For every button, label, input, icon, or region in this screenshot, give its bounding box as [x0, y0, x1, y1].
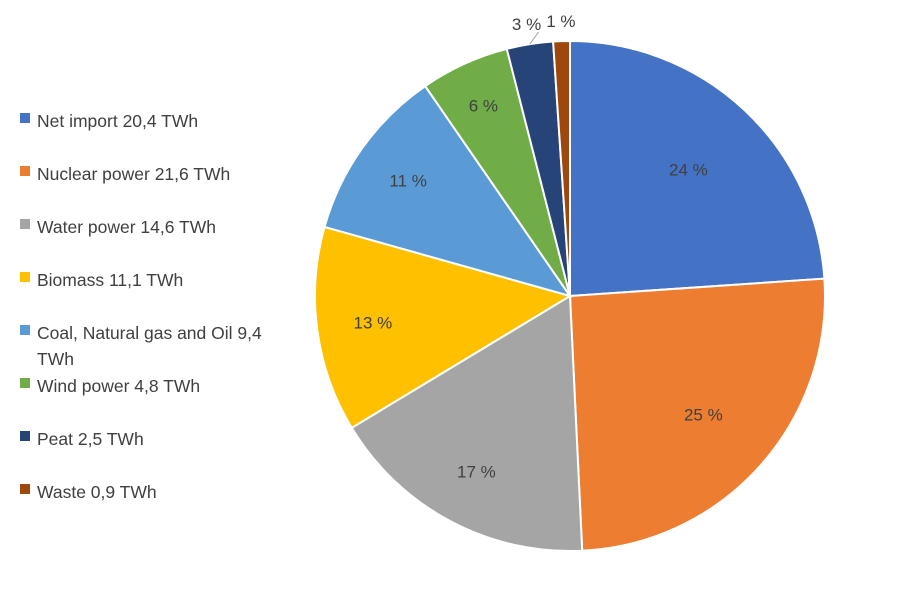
legend-swatch: [20, 484, 30, 494]
legend-swatch: [20, 431, 30, 441]
legend-item-nuclear-power-21-6-twh: Nuclear power 21,6 TWh: [20, 161, 277, 187]
legend-label: Waste 0,9 TWh: [37, 482, 157, 502]
legend-swatch: [20, 325, 30, 335]
legend-swatch: [20, 272, 30, 282]
legend-item-biomass-11-1-twh: Biomass 11,1 TWh: [20, 267, 277, 293]
data-label-coal-natural-gas-and-oil-9-4-twh: 11 %: [389, 171, 427, 190]
legend-swatch: [20, 219, 30, 229]
data-label-biomass-11-1-twh: 13 %: [354, 314, 393, 333]
legend-label: Water power 14,6 TWh: [37, 217, 216, 237]
legend-label: Coal, Natural gas and Oil 9,4 TWh: [37, 323, 262, 369]
data-label-water-power-14-6-twh: 17 %: [457, 463, 496, 482]
legend-label: Wind power 4,8 TWh: [37, 376, 201, 396]
legend-item-water-power-14-6-twh: Water power 14,6 TWh: [20, 214, 277, 240]
legend-item-coal-natural-gas-and-oil-9-4-twh: Coal, Natural gas and Oil 9,4 TWh: [20, 320, 277, 372]
legend-swatch: [20, 166, 30, 176]
legend-label: Biomass 11,1 TWh: [37, 270, 184, 290]
legend-label: Peat 2,5 TWh: [37, 429, 144, 449]
pie-slices: [314, 39, 826, 552]
data-label-nuclear-power-21-6-twh: 25 %: [684, 406, 723, 425]
legend-item-waste-0-9-twh: Waste 0,9 TWh: [20, 479, 277, 505]
pie-slice-coal-natural-gas-and-oil-9-4-twh: [323, 84, 573, 298]
data-label-peat-2-5-twh: 3 %: [512, 15, 541, 34]
legend-label: Nuclear power 21,6 TWh: [37, 164, 231, 184]
legend-item-peat-2-5-twh: Peat 2,5 TWh: [20, 426, 277, 452]
pie-slice-biomass-11-1-twh: [314, 225, 573, 430]
legend-swatch: [20, 113, 30, 123]
legend-swatch: [20, 378, 30, 388]
leader-line-peat-2-5-twh: [529, 31, 539, 45]
legend-label: Net import 20,4 TWh: [37, 111, 199, 131]
data-label-net-import-20-4-twh: 24 %: [669, 160, 708, 179]
data-label-waste-0-9-twh: 1 %: [546, 12, 575, 31]
pie-slice-net-import-20-4-twh: [569, 39, 826, 298]
pie-slice-nuclear-power-21-6-twh: [568, 277, 826, 552]
slice-labels: 24 % 25 % 17 % 13 % 11 % 6 % 3 % 1 %: [354, 12, 723, 482]
legend-item-net-import-20-4-twh: Net import 20,4 TWh: [20, 108, 277, 134]
pie-slice-waste-0-9-twh: [552, 39, 571, 297]
pie-slice-water-power-14-6-twh: [350, 294, 584, 552]
data-label-wind-power-4-8-twh: 6 %: [469, 97, 498, 116]
legend-item-wind-power-4-8-twh: Wind power 4,8 TWh: [20, 373, 277, 399]
